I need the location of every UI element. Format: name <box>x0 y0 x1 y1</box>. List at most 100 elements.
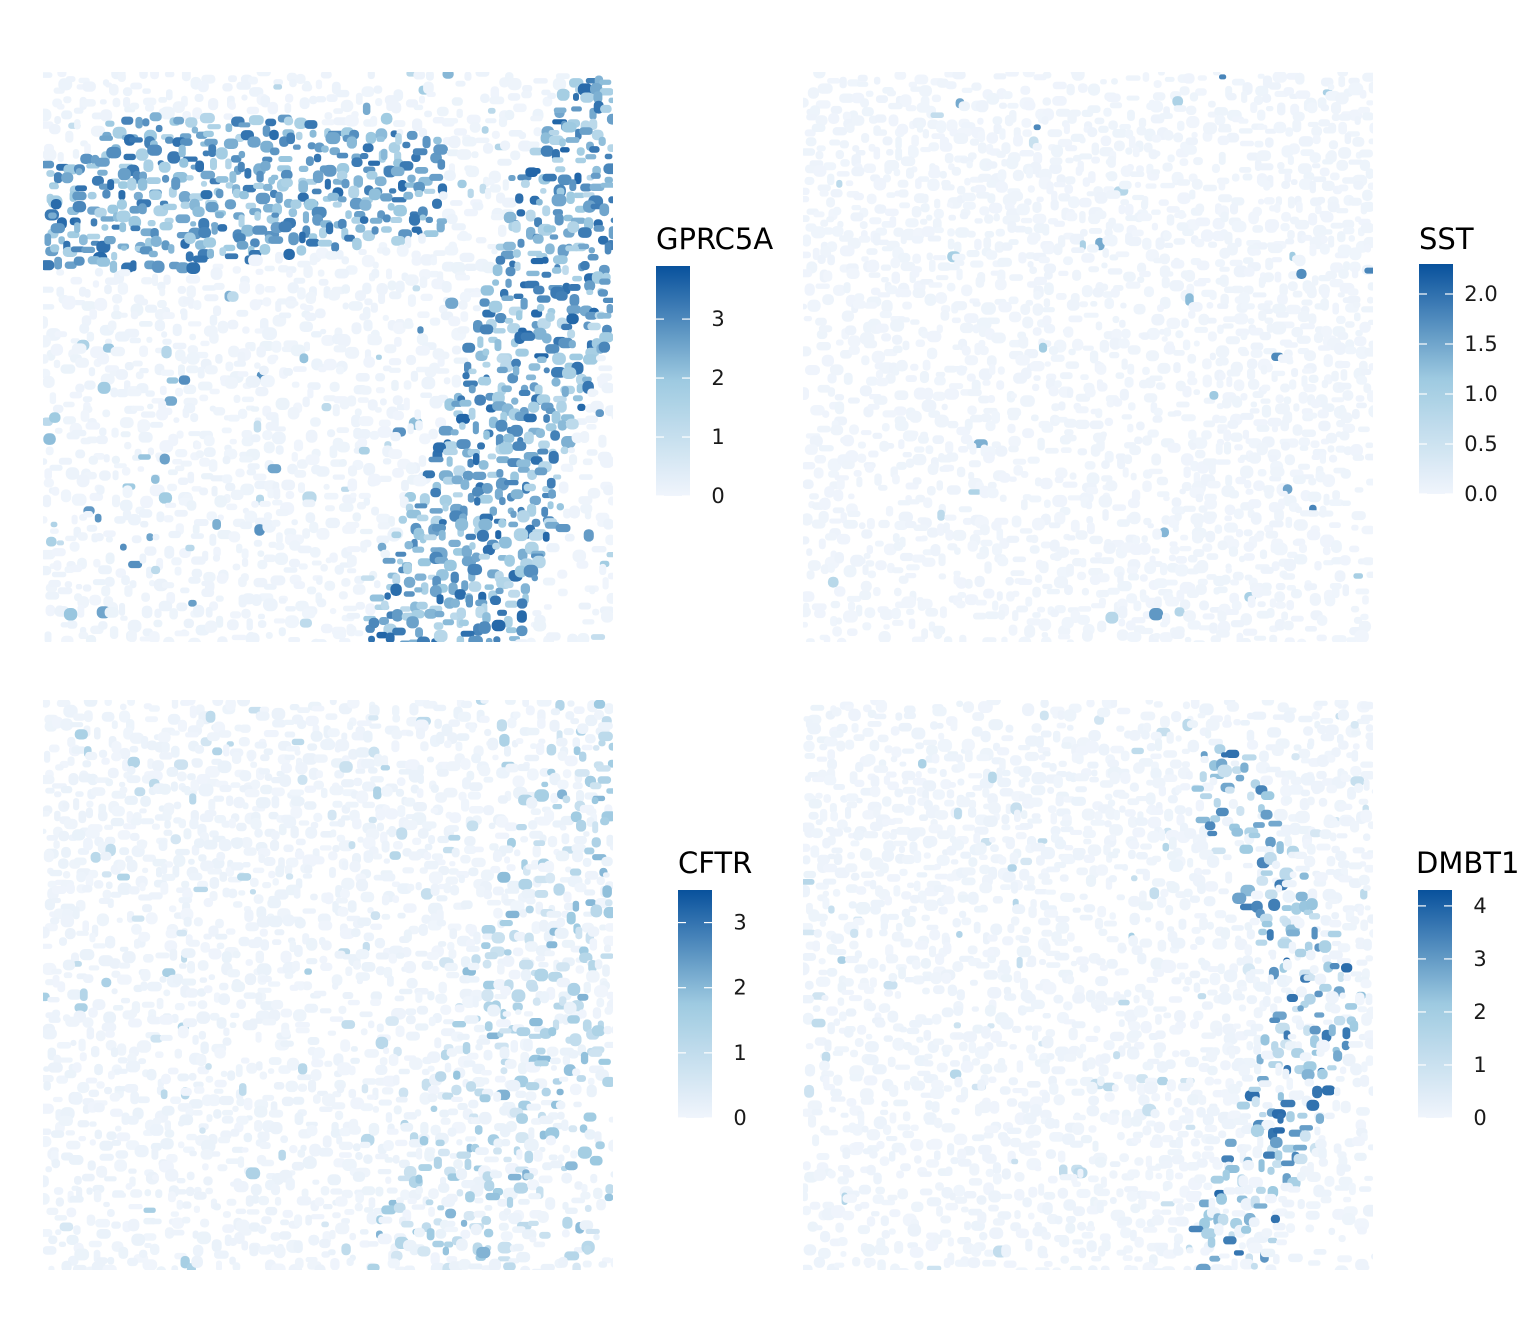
cell-polygon <box>472 202 484 211</box>
cell-polygon <box>133 191 143 201</box>
cell-polygon <box>303 265 313 278</box>
cell-polygon <box>395 551 407 557</box>
cell-polygon <box>281 479 296 491</box>
cell-polygon <box>263 598 278 612</box>
cell-polygon <box>361 254 375 268</box>
cell-polygon <box>424 367 437 378</box>
cell-polygon <box>48 579 61 588</box>
cell-polygon <box>49 183 59 190</box>
cell-polygon <box>533 285 545 295</box>
cell-polygon <box>208 144 217 157</box>
cell-polygon <box>50 521 58 528</box>
cell-polygon <box>492 279 500 286</box>
cell-polygon <box>142 88 151 94</box>
cell-polygon <box>195 160 204 173</box>
cell-polygon <box>210 157 217 170</box>
cell-polygon <box>1183 73 1195 84</box>
cell-polygon <box>85 635 97 642</box>
cell-polygon <box>370 115 378 127</box>
cell-polygon <box>286 301 299 307</box>
cell-polygon <box>209 388 220 395</box>
cell-polygon <box>183 618 194 629</box>
cell-polygon <box>305 156 314 166</box>
cell-polygon <box>600 104 612 113</box>
cell-polygon <box>316 598 327 608</box>
cell-polygon <box>228 531 241 543</box>
cell-polygon <box>586 449 598 456</box>
cell-polygon <box>531 518 541 527</box>
cell-polygon <box>265 118 277 127</box>
cell-polygon <box>102 189 111 199</box>
cell-polygon <box>219 247 226 256</box>
cell-polygon <box>302 499 316 508</box>
cell-polygon <box>176 430 184 439</box>
panel-sst: SST 0.0 0.5 1.0 1.5 2.0 <box>803 72 1498 642</box>
cell-polygon <box>568 447 575 454</box>
cell-polygon <box>256 72 271 77</box>
cell-polygon <box>256 170 264 183</box>
cell-polygon <box>608 226 613 240</box>
cell-polygon <box>494 339 502 352</box>
cell-polygon <box>117 282 129 295</box>
cell-polygon <box>545 423 557 432</box>
cell-polygon <box>310 417 321 427</box>
cell-polygon <box>331 242 340 252</box>
cell-polygon <box>206 511 217 521</box>
cell-polygon <box>487 471 500 478</box>
cell-polygon <box>505 627 517 634</box>
cell-polygon <box>53 359 61 369</box>
cell-polygon <box>90 125 106 137</box>
cell-polygon <box>602 577 609 590</box>
cell-polygon <box>536 356 547 363</box>
cell-polygon <box>407 294 416 307</box>
cell-polygon <box>45 446 54 456</box>
cell-polygon <box>562 265 569 275</box>
cell-polygon <box>508 589 521 598</box>
cell-polygon <box>251 594 262 606</box>
cell-polygon <box>49 392 57 405</box>
cell-polygon <box>267 355 277 365</box>
cell-polygon <box>1005 72 1019 77</box>
cell-polygon <box>419 433 431 445</box>
cell-polygon <box>215 176 229 183</box>
cell-polygon <box>315 466 330 477</box>
cell-polygon <box>433 144 448 155</box>
cell-polygon <box>158 97 167 103</box>
cell-polygon <box>212 554 221 562</box>
cell-polygon <box>359 216 369 224</box>
cell-polygon <box>242 184 257 193</box>
cell-polygon <box>278 312 292 319</box>
cell-polygon <box>303 80 311 90</box>
cell-polygon <box>318 366 327 373</box>
cell-polygon <box>388 142 401 154</box>
cell-polygon <box>75 383 85 393</box>
cell-polygon <box>344 234 355 242</box>
cell-polygon <box>187 637 202 642</box>
cell-polygon <box>306 586 317 595</box>
cell-polygon <box>211 485 218 497</box>
cell-polygon <box>307 382 321 390</box>
cell-polygon <box>485 179 495 186</box>
cell-polygon <box>445 297 459 309</box>
cell-polygon <box>563 214 573 222</box>
cell-polygon <box>438 304 448 314</box>
cell-polygon <box>608 97 613 104</box>
cell-polygon <box>285 93 294 103</box>
cell-polygon <box>221 474 233 484</box>
cell-polygon <box>61 635 74 642</box>
cell-polygon <box>450 571 459 584</box>
cell-polygon <box>438 519 447 526</box>
cell-polygon <box>84 143 91 155</box>
cell-polygon <box>610 217 613 223</box>
cell-polygon <box>562 367 577 379</box>
cell-polygon <box>116 199 127 210</box>
cell-polygon <box>124 585 133 597</box>
cell-polygon <box>104 607 119 618</box>
cell-polygon <box>419 276 428 289</box>
cell-polygon <box>332 474 345 480</box>
cell-polygon <box>145 104 155 112</box>
cell-polygon <box>382 314 389 321</box>
cell-polygon <box>238 576 247 588</box>
cell-polygon <box>395 280 405 293</box>
cell-polygon <box>507 93 521 101</box>
